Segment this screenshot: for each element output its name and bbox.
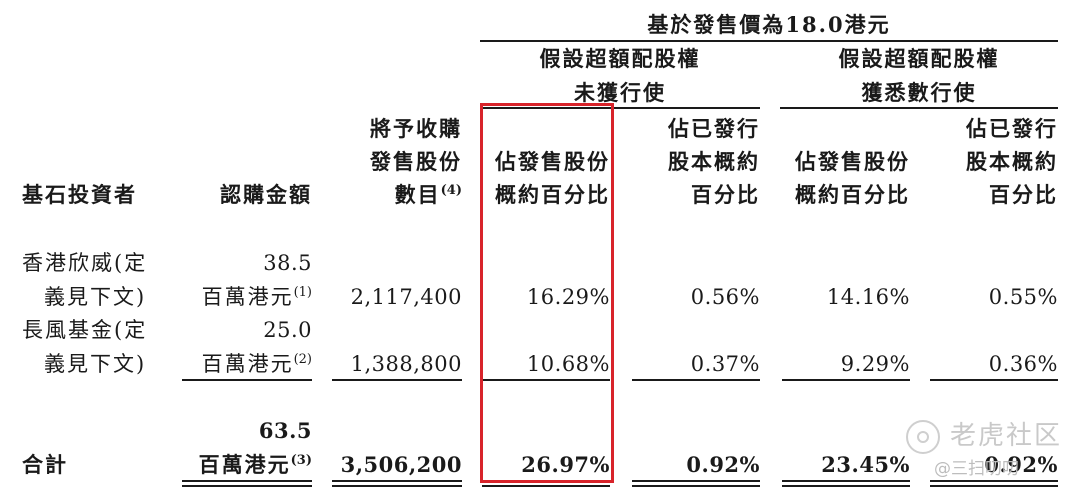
total-rule-amount-1 bbox=[182, 480, 312, 482]
pct-issued-not-exercised: 0.56% bbox=[690, 285, 760, 309]
investor-name-line1: 香港欣威(定 bbox=[22, 251, 148, 275]
total-shares: 3,506,200 bbox=[340, 452, 462, 477]
fully-exercised-header-line2: 獲悉數行使 bbox=[861, 80, 977, 105]
col-header-investor: 基石投資者 bbox=[22, 182, 137, 207]
watermark: 老虎社区 @三扫叨叨 bbox=[906, 418, 1076, 488]
not-exercised-header-rule bbox=[480, 107, 760, 109]
total-rule-pct-offer-ex-2 bbox=[782, 485, 910, 487]
watermark-user: @三扫叨叨 bbox=[934, 459, 1019, 479]
total-amount-footnote-ref: (3) bbox=[290, 453, 312, 468]
subtotal-rule-pct-offer-ex bbox=[782, 379, 910, 381]
amount-value: 38.5 bbox=[263, 251, 312, 275]
shares-value: 1,388,800 bbox=[350, 352, 462, 376]
not-exercised-header-line1: 假設超額配股權 bbox=[539, 46, 701, 71]
col-header-shares-line1: 將予收購 bbox=[370, 116, 462, 141]
pct-offer-not-exercised: 16.29% bbox=[526, 285, 610, 309]
col-header-pct-offer-line2: 概約百分比 bbox=[495, 182, 610, 207]
col-header-pct-issued-ex-line3: 百分比 bbox=[989, 182, 1058, 207]
total-rule-shares-1 bbox=[332, 480, 462, 482]
col-header-pct-issued-line2: 股本概約 bbox=[668, 149, 760, 174]
total-rule-pct-issued-ex-2 bbox=[930, 485, 1058, 487]
watermark-brand: 老虎社区 bbox=[950, 421, 1063, 451]
total-rule-amount-2 bbox=[182, 485, 312, 487]
pct-issued-exercised: 0.55% bbox=[988, 285, 1058, 309]
shares-footnote-ref: (4) bbox=[440, 183, 462, 198]
fully-exercised-header-line1: 假設超額配股權 bbox=[838, 46, 1000, 71]
total-rule-pct-issued-1 bbox=[632, 480, 760, 482]
col-header-pct-issued-ex-line2: 股本概約 bbox=[966, 149, 1058, 174]
total-pct-issued-exercised: 0.92% bbox=[984, 452, 1058, 477]
subtotal-rule-pct-issued bbox=[632, 379, 760, 381]
pct-offer-not-exercised: 10.68% bbox=[526, 352, 610, 376]
subtotal-rule-pct-issued-ex bbox=[930, 379, 1058, 381]
subtotal-rule-shares bbox=[332, 379, 462, 381]
col-header-amount: 認購金額 bbox=[220, 182, 312, 207]
total-amount-unit: 百萬港元(3) bbox=[198, 452, 312, 477]
total-rule-pct-offer-1 bbox=[482, 480, 610, 482]
amount-unit: 百萬港元(2) bbox=[201, 352, 312, 376]
col-header-pct-issued-line3: 百分比 bbox=[691, 182, 760, 207]
col-header-pct-issued-ex-line1: 佔已發行 bbox=[966, 116, 1058, 141]
pct-issued-not-exercised: 0.37% bbox=[690, 352, 760, 376]
total-pct-issued-not-exercised: 0.92% bbox=[686, 452, 760, 477]
total-rule-pct-offer-2 bbox=[482, 485, 610, 487]
investor-name-line2: 義見下文) bbox=[44, 285, 147, 309]
total-rule-shares-2 bbox=[332, 485, 462, 487]
total-rule-pct-offer-ex-1 bbox=[782, 480, 910, 482]
total-pct-offer-exercised: 23.45% bbox=[821, 452, 910, 477]
investor-name-line1: 長風基金(定 bbox=[22, 318, 148, 342]
tiger-community-logo-icon bbox=[906, 420, 940, 454]
total-rule-pct-issued-2 bbox=[632, 485, 760, 487]
group-header-rule bbox=[480, 40, 1058, 42]
shares-value: 2,117,400 bbox=[350, 285, 462, 309]
pct-offer-exercised: 14.16% bbox=[826, 285, 910, 309]
amount-value: 25.0 bbox=[263, 318, 312, 342]
amount-footnote-ref: (2) bbox=[293, 352, 312, 367]
investor-name-line2: 義見下文) bbox=[44, 352, 147, 376]
amount-footnote-ref: (1) bbox=[293, 285, 312, 300]
col-header-shares-line2: 發售股份 bbox=[370, 149, 462, 174]
col-header-shares-line3: 數目(4) bbox=[394, 182, 462, 207]
not-exercised-header-line2: 未獲行使 bbox=[574, 80, 666, 105]
col-header-pct-offer-ex-line2: 概約百分比 bbox=[795, 182, 910, 207]
total-amount-value: 63.5 bbox=[258, 418, 312, 443]
subtotal-rule-pct-offer bbox=[482, 379, 610, 381]
total-pct-offer-not-exercised: 26.97% bbox=[521, 452, 610, 477]
col-header-pct-offer-ex-line1: 佔發售股份 bbox=[795, 149, 910, 174]
total-rule-pct-issued-ex-1 bbox=[930, 480, 1058, 482]
offer-price-group-header: 基於發售價為18.0港元 bbox=[647, 12, 891, 37]
fully-exercised-header-rule bbox=[780, 107, 1058, 109]
amount-unit: 百萬港元(1) bbox=[201, 285, 312, 309]
col-header-pct-offer-line1: 佔發售股份 bbox=[495, 149, 610, 174]
subtotal-rule-amount bbox=[182, 379, 312, 381]
pct-offer-exercised: 9.29% bbox=[840, 352, 910, 376]
total-label: 合計 bbox=[22, 452, 68, 477]
col-header-pct-issued-line1: 佔已發行 bbox=[668, 116, 760, 141]
pct-issued-exercised: 0.36% bbox=[988, 352, 1058, 376]
